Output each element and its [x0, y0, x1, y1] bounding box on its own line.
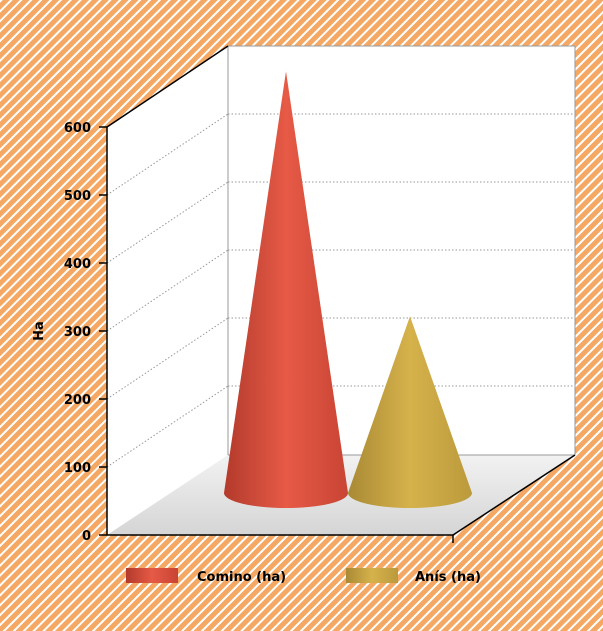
y-axis-title: Ha [32, 321, 47, 341]
y-tick-label-5: 500 [64, 189, 91, 204]
y-tick-label-2: 200 [64, 393, 91, 408]
y-axis-ticks: 0 100 200 300 400 500 600 [64, 121, 107, 544]
y-tick-label-6: 600 [64, 121, 91, 136]
legend-label-anis: Anís (ha) [415, 570, 481, 585]
plot-floor-right-edge [452, 454, 576, 536]
cone-anis [348, 316, 472, 508]
legend-label-comino: Comino (ha) [197, 570, 286, 585]
y-tick-label-4: 400 [64, 257, 91, 272]
plot-area [107, 46, 575, 535]
y-tick-label-1: 100 [64, 461, 91, 476]
legend-swatch-anis [346, 568, 398, 583]
y-tick-label-3: 300 [64, 325, 91, 340]
legend-swatch-comino [126, 568, 178, 583]
y-axis-top-edge [106, 45, 229, 128]
y-tick-label-0: 0 [82, 529, 91, 544]
cone-comino [224, 71, 348, 509]
cone-series [224, 71, 472, 509]
